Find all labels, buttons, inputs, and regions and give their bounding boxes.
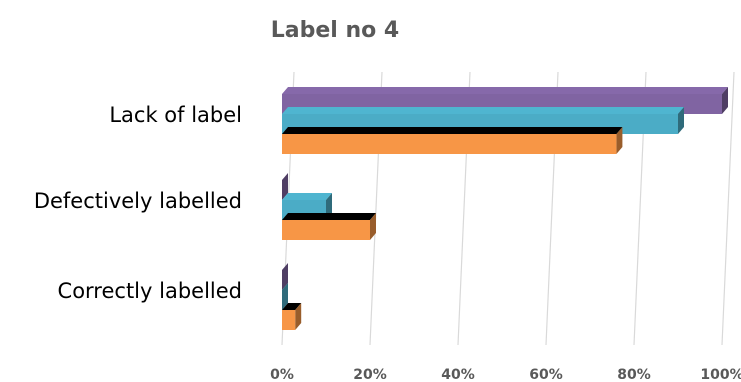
x-tick-label: 80% — [617, 367, 651, 382]
x-tick-label: 20% — [353, 367, 387, 382]
bar — [282, 263, 288, 290]
x-tick-label: 100% — [700, 367, 741, 382]
category-label: Correctly labelled — [58, 279, 242, 303]
category-label: Defectively labelled — [34, 189, 242, 213]
bar — [282, 213, 376, 240]
chart-title: Label no 4 — [271, 18, 399, 43]
category-labels: Lack of label Defectively labelled Correct… — [34, 103, 242, 303]
bar — [282, 173, 288, 200]
x-axis-tick-labels: 0% 20% 40% 60% 80% 100% — [270, 367, 741, 382]
x-tick-label: 60% — [529, 367, 563, 382]
bar — [282, 127, 623, 154]
bars — [282, 87, 728, 330]
x-tick-label: 0% — [270, 367, 294, 382]
gridline — [721, 71, 735, 346]
bar — [282, 303, 302, 330]
bar — [282, 283, 288, 310]
x-tick-label: 40% — [441, 367, 475, 382]
category-label: Lack of label — [109, 103, 242, 127]
